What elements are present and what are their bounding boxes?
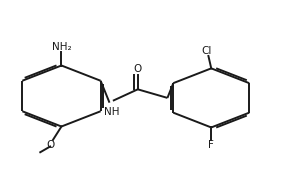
Text: F: F (208, 140, 214, 150)
Text: Cl: Cl (201, 46, 211, 56)
Text: O: O (46, 140, 54, 150)
Text: NH₂: NH₂ (52, 42, 71, 52)
Text: O: O (134, 64, 142, 74)
Text: NH: NH (104, 108, 120, 118)
